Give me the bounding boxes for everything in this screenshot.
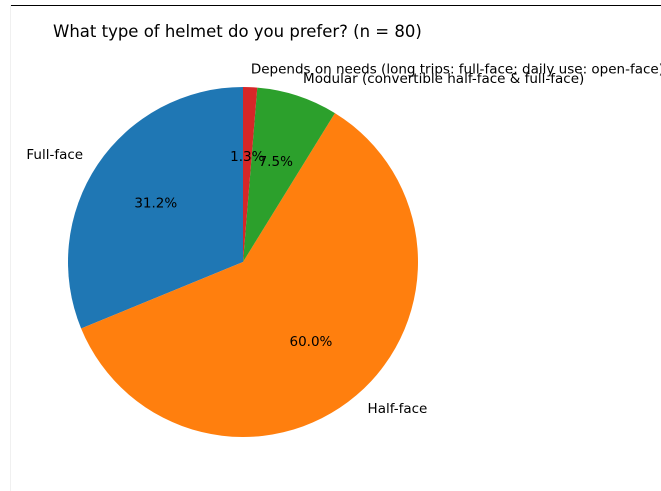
pie-slice-depends-on-needs-long-trips-full-face-da: [243, 87, 258, 262]
pie-slice-full-face: [67, 87, 243, 329]
pie-slice-modular-convertible-half-face-full-face: [243, 87, 335, 262]
category-label-depends-on-needs-long-trips-full-face-da: Depends on needs (long trips: full-face;…: [251, 62, 661, 78]
category-label-full-face: Full-face: [26, 147, 83, 163]
chart-title: What type of helmet do you prefer? (n = …: [53, 22, 422, 41]
pct-label-modular-convertible-half-face-full-face: 7.5%: [259, 154, 293, 170]
axes-left-border: [10, 5, 11, 491]
category-labels: Full-face Half-face Modular (convertible h…: [26, 62, 661, 417]
pct-label-full-face: 31.2%: [134, 196, 177, 212]
category-label-modular-convertible-half-face-full-face: Modular (convertible half-face & full-fa…: [303, 71, 584, 87]
pct-label-depends-on-needs-long-trips-full-face-da: 1.3%: [230, 149, 264, 165]
axes-top-border: [10, 5, 661, 6]
pct-label-half-face: 60.0%: [289, 334, 332, 350]
category-label-half-face: Half-face: [368, 401, 428, 417]
percentage-labels: 31.2% 60.0% 7.5%1.3%: [134, 149, 332, 350]
pie-slices: [67, 87, 419, 438]
pie-slice-half-face: [81, 113, 419, 438]
